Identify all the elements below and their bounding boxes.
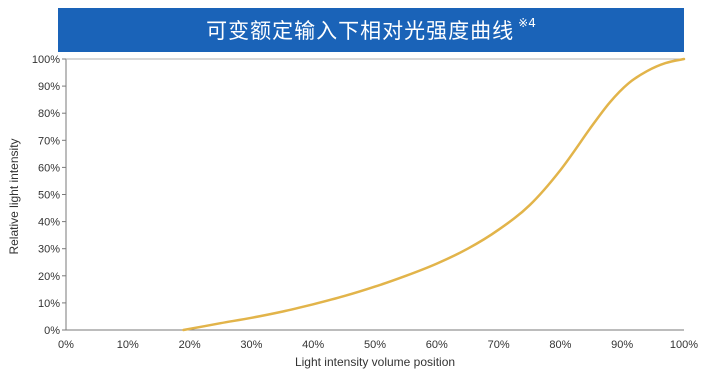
y-tick-labels: 0% 10% 20% 30% 40% 50% 60% 70% 80% 90% 100%: [32, 54, 66, 337]
x-tick-label: 60%: [426, 339, 448, 351]
y-tick-label: 40%: [38, 217, 60, 229]
x-tick-label: 90%: [611, 339, 633, 351]
chart-title-banner: 可变额定输入下相对光强度曲线 ※4: [58, 8, 684, 52]
y-tick-label: 70%: [38, 135, 60, 147]
x-tick-labels: 0% 10% 20% 30% 40% 50% 60% 70% 80% 90% 100%: [58, 339, 698, 351]
x-tick-label: 20%: [179, 339, 201, 351]
x-tick-label: 30%: [240, 339, 262, 351]
x-tick-label: 50%: [364, 339, 386, 351]
chart-title: 可变额定输入下相对光强度曲线: [206, 19, 515, 43]
y-tick-label: 60%: [38, 162, 60, 174]
x-tick-label: 40%: [302, 339, 324, 351]
x-tick-label: 80%: [549, 339, 571, 351]
y-axis-label: Relative light intensity: [7, 138, 21, 254]
x-axis-label: Light intensity volume position: [295, 355, 455, 369]
x-tick-label: 100%: [670, 339, 698, 351]
series-line: [182, 57, 686, 332]
y-tick-label: 0%: [44, 325, 60, 337]
y-tick-label: 50%: [38, 190, 60, 202]
y-tick-label: 20%: [38, 271, 60, 283]
x-tick-label: 70%: [488, 339, 510, 351]
series-layer: [182, 57, 686, 332]
y-tick-label: 10%: [38, 298, 60, 310]
y-tick-label: 100%: [32, 54, 60, 66]
axes: [65, 58, 684, 331]
y-tick-label: 90%: [38, 81, 60, 93]
y-tick-label: 80%: [38, 108, 60, 120]
chart-title-note: ※4: [518, 16, 536, 30]
x-tick-label: 0%: [58, 339, 74, 351]
x-tick-label: 10%: [117, 339, 139, 351]
y-tick-label: 30%: [38, 244, 60, 256]
